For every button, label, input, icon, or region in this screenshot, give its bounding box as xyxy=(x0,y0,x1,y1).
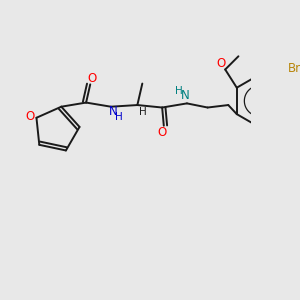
Text: H: H xyxy=(115,112,123,122)
Text: H: H xyxy=(175,86,183,96)
Text: N: N xyxy=(181,89,190,103)
Text: O: O xyxy=(87,72,97,85)
Text: O: O xyxy=(216,57,226,70)
Text: H: H xyxy=(139,107,147,117)
Text: N: N xyxy=(109,105,118,118)
Text: O: O xyxy=(25,110,34,123)
Text: Br: Br xyxy=(288,62,300,75)
Text: O: O xyxy=(158,126,167,139)
